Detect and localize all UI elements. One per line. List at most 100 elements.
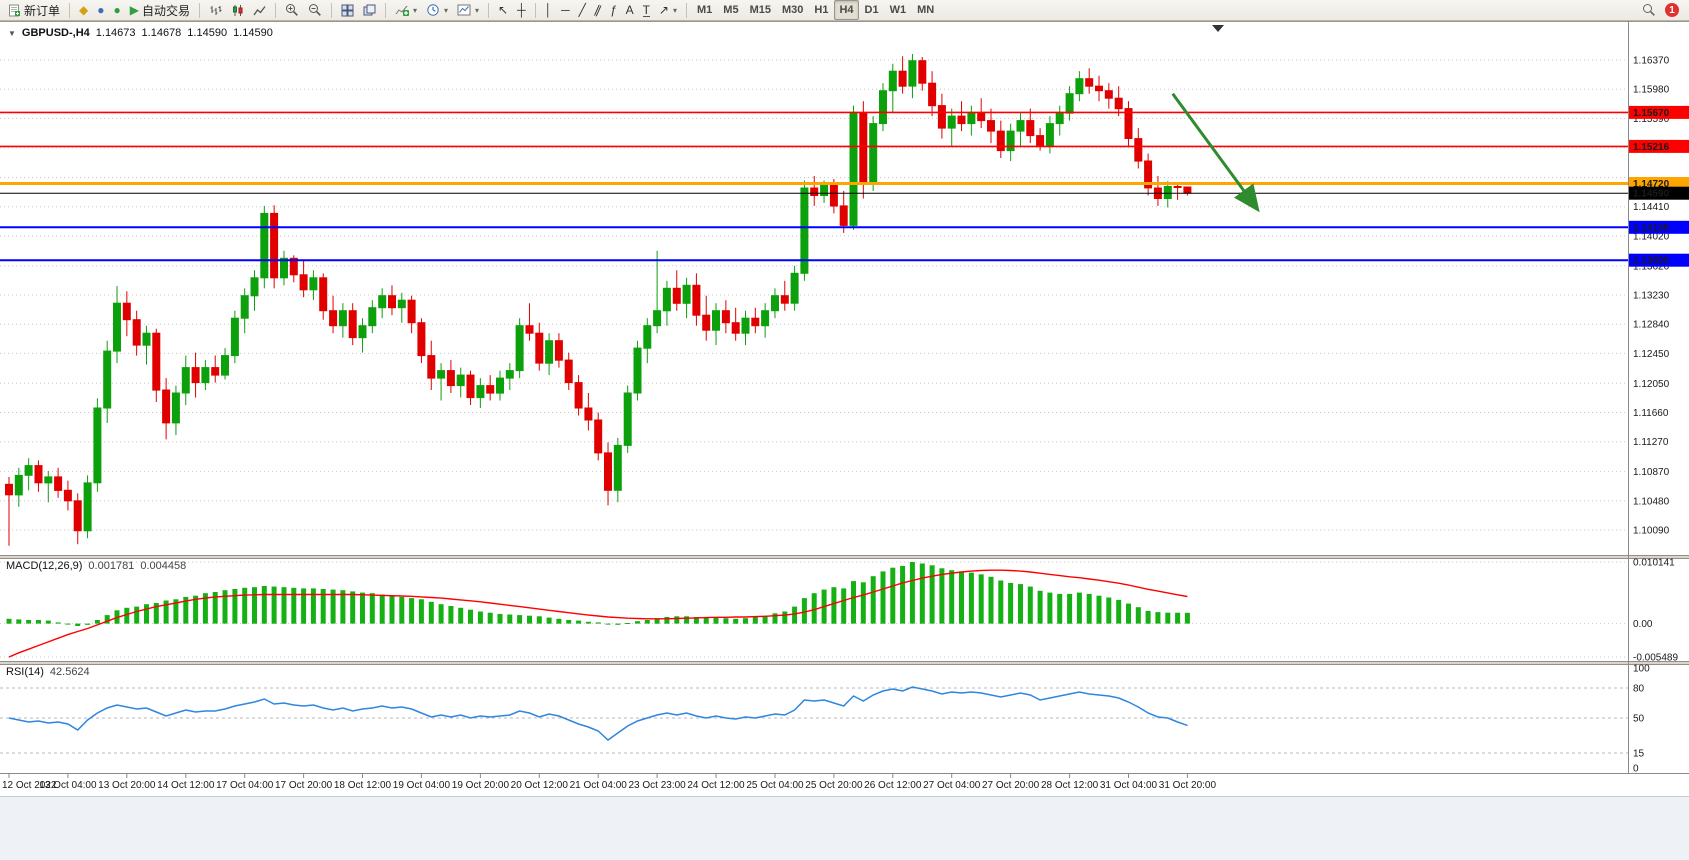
candle-bear xyxy=(132,319,141,346)
candle-bull xyxy=(358,325,367,339)
candle-bear xyxy=(1036,135,1045,147)
candle-bull xyxy=(113,302,121,352)
chart-shift-marker[interactable] xyxy=(1212,25,1224,32)
candle-bear xyxy=(751,317,760,327)
bar-chart-button[interactable] xyxy=(205,0,226,20)
time-tick-label: 13 Oct 04:00 xyxy=(39,780,97,791)
profiles-button[interactable]: ● xyxy=(93,0,108,20)
tf-m30[interactable]: M30 xyxy=(781,4,804,16)
macd-histogram-bar xyxy=(919,563,925,624)
macd-histogram-bar xyxy=(870,576,876,624)
indicators-button[interactable]: ▾ xyxy=(391,0,421,20)
macd-histogram-bar xyxy=(674,616,680,624)
candle-bear xyxy=(721,310,730,324)
price-axis-scale[interactable] xyxy=(1629,21,1689,773)
candle-bear xyxy=(152,332,161,391)
macd-histogram-bar xyxy=(6,618,12,624)
horizontal-line-tool-button[interactable]: ─ xyxy=(557,0,574,20)
line-chart-button[interactable] xyxy=(249,0,270,20)
tf-mn[interactable]: MN xyxy=(917,4,935,16)
trend-arrow-object[interactable] xyxy=(1171,92,1260,213)
candle-bear xyxy=(574,382,583,409)
candle-bear xyxy=(594,419,603,454)
macd-histogram-bar xyxy=(978,574,984,624)
candle-bull xyxy=(142,332,151,346)
arrows-icon: ↗ xyxy=(658,3,669,17)
new-order-button[interactable]: 新订单 xyxy=(4,0,64,20)
arrows-tool-button[interactable]: ↗ ▾ xyxy=(655,0,681,20)
zoom-in-button[interactable] xyxy=(281,0,303,20)
notification-badge[interactable]: 1 xyxy=(1665,3,1679,17)
price-tick-label: 1.10090 xyxy=(1633,526,1670,537)
text-label-tool-button[interactable]: T xyxy=(639,0,654,20)
macd-histogram-bar xyxy=(762,615,768,624)
crosshair-tool-button[interactable]: ┼ xyxy=(513,0,530,20)
community-button[interactable]: ● xyxy=(110,0,125,20)
tf-h4[interactable]: H4 xyxy=(834,0,859,20)
one-click-trading-toggle[interactable]: ▼ xyxy=(8,28,16,38)
macd-histogram-bar xyxy=(497,613,503,624)
panel-separator[interactable] xyxy=(0,661,1689,664)
text-tool-button[interactable]: A xyxy=(622,0,638,20)
price-tick-label: 1.13230 xyxy=(1633,291,1670,302)
periods-button[interactable]: ▾ xyxy=(422,0,452,20)
templates-button[interactable]: ▾ xyxy=(453,0,483,20)
tf-m15[interactable]: M15 xyxy=(749,4,771,16)
macd-histogram-bar xyxy=(949,570,955,624)
macd-histogram-bar xyxy=(507,614,513,624)
candle-bear xyxy=(54,476,63,491)
candle-bear xyxy=(525,325,534,334)
zoom-out-button[interactable] xyxy=(304,0,326,20)
cursor-tool-button[interactable]: ↖ xyxy=(494,0,512,20)
chart-plot-area[interactable] xyxy=(0,21,1628,773)
macd-histogram-bar xyxy=(379,594,385,624)
toolbar-separator xyxy=(488,2,490,18)
macd-histogram-bar xyxy=(1067,593,1073,624)
candle-bull xyxy=(662,287,671,312)
vertical-line-tool-button[interactable]: │ xyxy=(541,0,557,20)
chart-canvas[interactable]: 1.16370 1.15980 1.15590 1.14410 1.14020 1.136… xyxy=(0,21,1689,796)
candle-bull xyxy=(771,295,779,312)
candle-bull xyxy=(623,392,632,446)
macd-histogram-bar xyxy=(389,595,395,624)
candle-bear xyxy=(731,322,740,334)
price-tick-label: 1.12450 xyxy=(1633,349,1670,360)
line-chart-icon xyxy=(253,5,266,15)
panel-separator[interactable] xyxy=(0,555,1689,558)
candlestick-chart-button[interactable] xyxy=(227,0,248,20)
macd-histogram-bar xyxy=(566,620,572,624)
search-button[interactable] xyxy=(1638,0,1660,20)
candle-bear xyxy=(388,295,396,309)
tf-w1[interactable]: W1 xyxy=(889,4,907,16)
candle-bull xyxy=(1006,130,1015,152)
trendline-tool-button[interactable]: ╱ xyxy=(575,0,590,20)
time-tick-label: 23 Oct 23:00 xyxy=(628,780,686,791)
channel-tool-button[interactable]: ∥ xyxy=(591,0,605,20)
tf-h1[interactable]: H1 xyxy=(814,4,829,16)
charts-button[interactable]: ◆ xyxy=(75,0,92,20)
macd-histogram-bar xyxy=(517,615,523,624)
tile-windows-button[interactable] xyxy=(337,0,358,20)
toolbar-separator xyxy=(534,2,536,18)
chart-window: 1.16370 1.15980 1.15590 1.14410 1.14020 1.136… xyxy=(0,21,1689,796)
tf-m1[interactable]: M1 xyxy=(697,4,713,16)
status-area xyxy=(0,796,1689,860)
macd-histogram-bar xyxy=(880,571,886,624)
fibonacci-tool-button[interactable]: ƒ xyxy=(606,0,621,20)
macd-histogram-bar xyxy=(743,618,748,624)
time-axis-scale[interactable] xyxy=(0,773,1689,796)
candle-bull xyxy=(1016,120,1025,132)
macd-histogram-bar xyxy=(968,572,974,624)
tf-d1[interactable]: D1 xyxy=(864,4,879,16)
macd-histogram-bar xyxy=(291,587,297,624)
tf-m5[interactable]: M5 xyxy=(723,4,739,16)
candle-bull xyxy=(1163,186,1172,199)
candle-bear xyxy=(1104,90,1113,99)
cascade-windows-button[interactable] xyxy=(359,0,380,20)
zoom-in-icon xyxy=(286,4,298,16)
price-badge xyxy=(1629,253,1689,267)
time-tick-label: 27 Oct 04:00 xyxy=(923,780,981,791)
tile-windows-icon xyxy=(341,4,354,16)
autotrading-button[interactable]: ▶ 自动交易 xyxy=(126,0,194,20)
candle-bear xyxy=(34,465,43,484)
